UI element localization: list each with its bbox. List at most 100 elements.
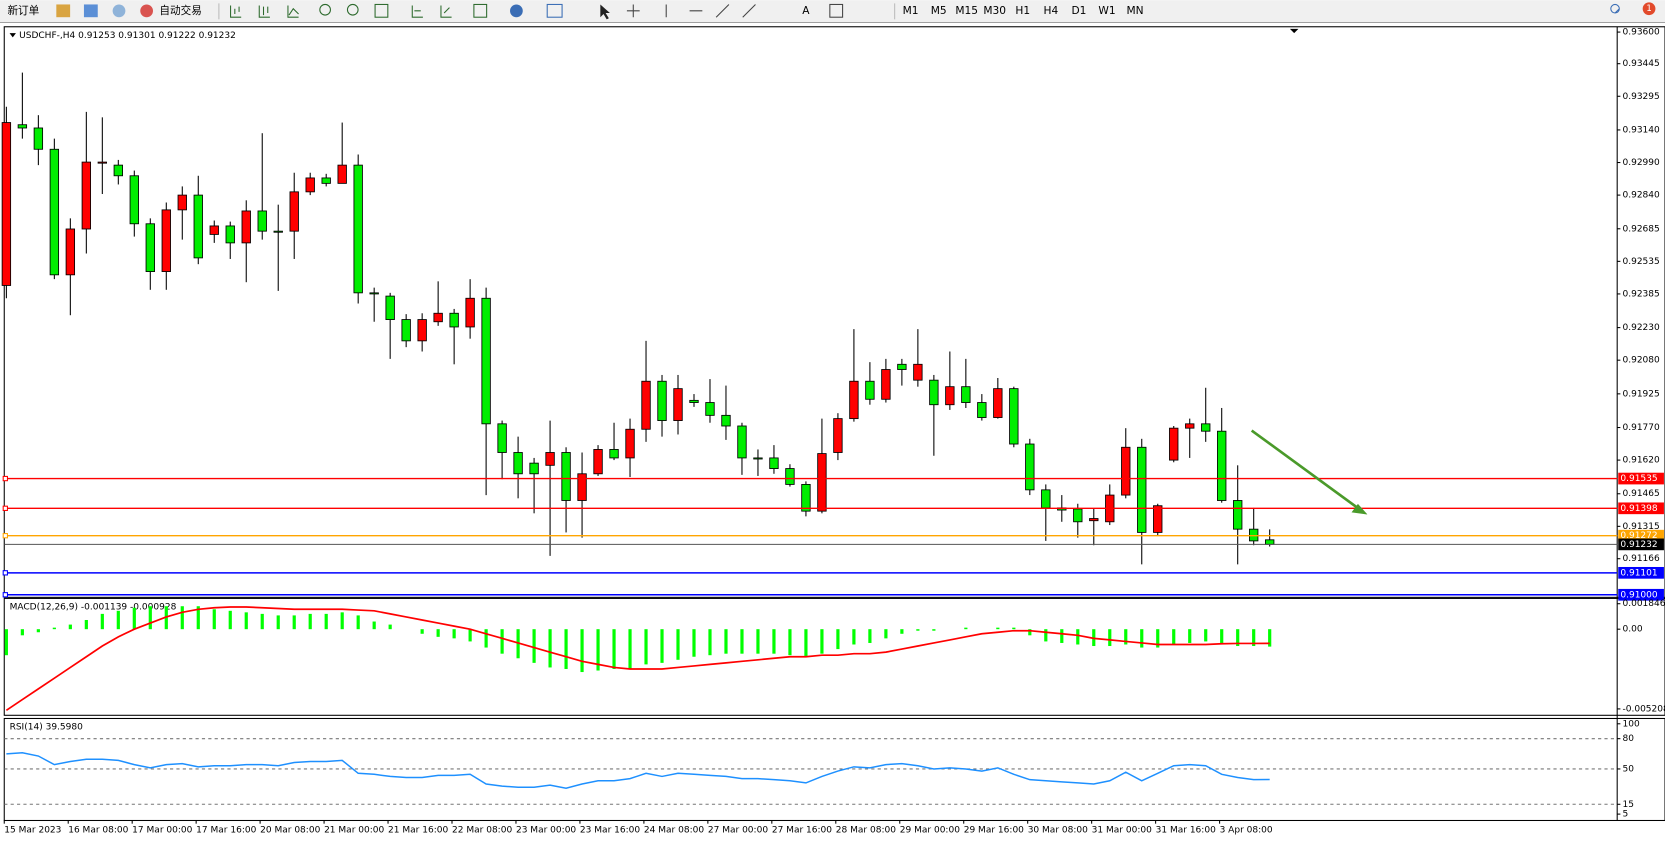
pane-title: MACD(12,26,9) -0.001139 -0.000928 [10, 602, 177, 612]
timeframe-button[interactable]: M30 [983, 4, 1006, 17]
pane-menu[interactable] [9, 33, 16, 38]
candle-body [929, 379, 939, 406]
cursor-tool[interactable] [600, 4, 610, 20]
x-tick-label: 17 Mar 00:00 [132, 826, 192, 836]
macd-bar [1188, 629, 1192, 643]
toolbar-bg [0, 0, 1665, 23]
candle-body [849, 380, 859, 420]
icon[interactable] [83, 4, 98, 18]
icon[interactable] [411, 5, 423, 18]
macd-bar [1172, 629, 1176, 645]
icon[interactable] [140, 4, 154, 18]
macd-bar [436, 629, 440, 637]
macd-bar [884, 629, 888, 639]
candle-body [65, 228, 76, 276]
macd-bar [868, 629, 872, 643]
timeframe-button[interactable]: W1 [1098, 4, 1115, 17]
candle-body [641, 380, 651, 430]
icon[interactable] [440, 5, 452, 18]
draw-tools[interactable] [626, 4, 756, 18]
price-label: 0.91101 [1620, 568, 1657, 578]
timeframe-button[interactable]: M15 [955, 4, 978, 17]
icon[interactable] [258, 5, 270, 18]
text-tool[interactable]: A [802, 4, 810, 17]
macd-bar [788, 629, 792, 656]
timeframe-button[interactable]: D1 [1071, 4, 1086, 17]
macd-bar [964, 627, 968, 630]
label-tool[interactable] [829, 3, 844, 18]
timeframe-button[interactable]: H1 [1015, 4, 1030, 17]
level-handle [2, 533, 8, 539]
candle-body [865, 380, 875, 400]
timeframe-button[interactable]: MN [1126, 4, 1143, 17]
macd-bar [52, 627, 56, 630]
macd-bar [292, 615, 296, 630]
candle-body [961, 386, 971, 403]
y-tick-label: 0.91620 [1622, 456, 1660, 466]
candle-body [577, 473, 587, 501]
pane-title: USDCHF-,H4 0.91253 0.91301 0.91222 0.912… [19, 31, 236, 41]
notification-badge[interactable] [1642, 2, 1656, 16]
x-tick-label: 15 Mar 2023 [4, 826, 61, 836]
y-tick-label: 0.93600 [1622, 28, 1660, 38]
macd-bar [708, 629, 712, 656]
candle-body [497, 423, 507, 453]
search-icon[interactable] [1610, 3, 1620, 14]
macd-bar [356, 615, 360, 630]
candle-body [161, 209, 171, 272]
y-tick-label: 0.92385 [1622, 289, 1659, 299]
timeframe-button[interactable]: M1 [903, 4, 919, 17]
candle-body [977, 402, 987, 418]
y-tick-label: 80 [1622, 734, 1634, 744]
icon[interactable] [319, 3, 331, 16]
icon[interactable] [510, 4, 523, 18]
macd-bar [340, 612, 344, 630]
price-label-bg [1618, 502, 1664, 515]
macd-bar [244, 612, 248, 630]
new-order-button[interactable]: 新订单 [7, 4, 39, 17]
icon[interactable] [546, 3, 563, 18]
candle-body [209, 225, 219, 235]
toolbar: 新订单 自动交易 A M1 M5 M15 M30 H1 H4 D1 W1 MN 1 [0, 0, 1665, 24]
candle-body [481, 297, 491, 425]
macd-bar [100, 613, 104, 630]
candle-body [785, 468, 795, 485]
macd-bar [276, 615, 280, 630]
icon[interactable] [346, 3, 359, 16]
macd-bar [900, 629, 904, 634]
y-tick-label: 0.001846 [1622, 599, 1665, 609]
candle-body [273, 230, 283, 233]
icon[interactable] [287, 5, 299, 18]
macd-bar [4, 629, 8, 656]
candle-body [897, 363, 907, 370]
signal-line [5, 606, 1270, 712]
x-tick-label: 29 Mar 00:00 [900, 826, 960, 836]
icon[interactable] [112, 4, 126, 18]
candle-body [1025, 443, 1035, 491]
candle-body [81, 161, 92, 230]
icon[interactable] [473, 3, 488, 18]
macd-bar [644, 629, 648, 665]
macd-bar [724, 629, 728, 654]
macd-bar [468, 629, 472, 642]
icon[interactable] [56, 4, 71, 18]
x-tick-label: 16 Mar 08:00 [68, 826, 128, 836]
candle-body [113, 164, 123, 177]
timeframe-button[interactable]: H4 [1043, 4, 1058, 17]
level-handle [2, 592, 8, 598]
candle-body [337, 164, 347, 184]
candle-body [49, 148, 60, 276]
candle-body [1041, 489, 1051, 509]
icon[interactable] [374, 3, 389, 18]
timeframe-button[interactable]: M5 [931, 4, 947, 17]
icon[interactable] [230, 5, 242, 18]
candle-body [1121, 446, 1131, 496]
candle-body [1073, 508, 1083, 523]
x-tick-label: 30 Mar 08:00 [1028, 826, 1088, 836]
y-tick-label: 0.93140 [1622, 125, 1660, 135]
price-label-bg [1618, 472, 1664, 485]
macd-bar [660, 629, 664, 663]
auto-trading-button[interactable]: 自动交易 [159, 4, 201, 17]
candle-body [1089, 518, 1099, 522]
